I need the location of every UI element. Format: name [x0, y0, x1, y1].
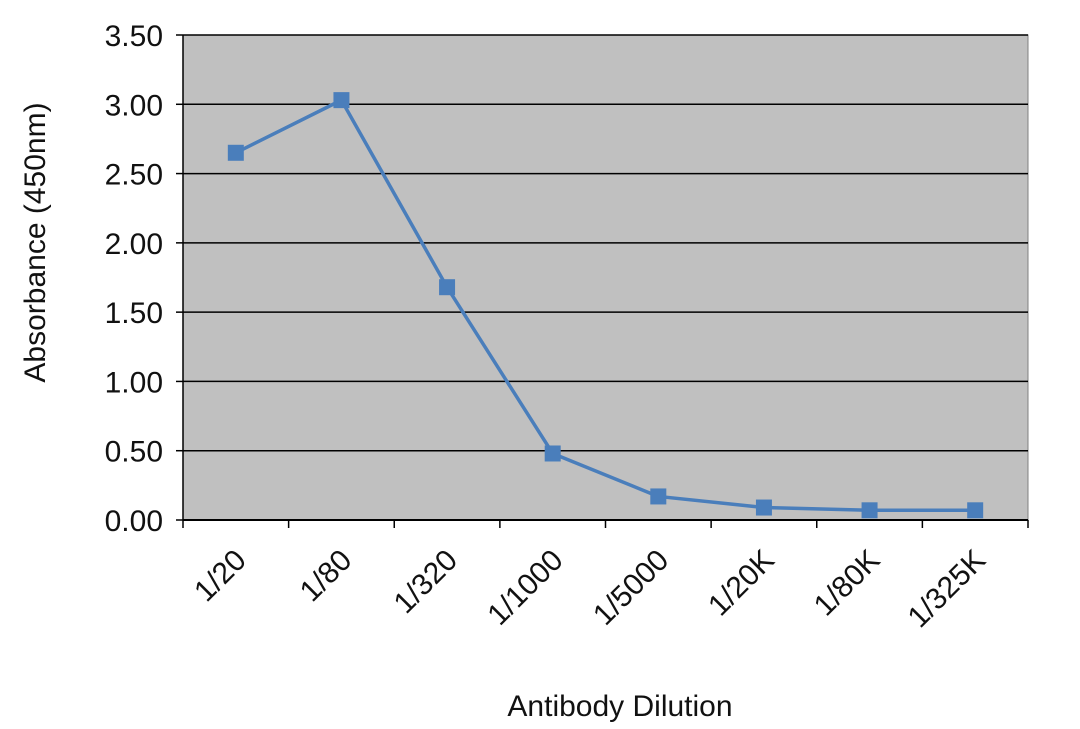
plot-area: [182, 34, 1029, 521]
y-axis-title: Absorbance (450nm): [19, 102, 52, 382]
y-tick-label: 2.50: [105, 159, 163, 192]
y-tick-label: 3.50: [105, 20, 163, 53]
y-tick-label: 0.50: [105, 436, 163, 469]
x-axis: 1/20 1/80 1/320 1/1000 1/5000 1/20K 1/80K 1/325…: [182, 519, 1029, 635]
series-layer: [227, 92, 984, 519]
x-tick-label: 1/80: [294, 544, 359, 609]
y-tick-label: 1.50: [105, 297, 163, 330]
x-tick-label: 1/80K: [808, 544, 887, 623]
x-tick-label: 1/325K: [902, 544, 993, 635]
x-tick-label: 1/5000: [587, 544, 675, 632]
x-tick-label: 1/20: [188, 544, 253, 609]
data-point-marker: [333, 92, 350, 109]
y-tick-label: 1.00: [105, 366, 163, 399]
y-axis: 0.00 0.50 1.00 1.50 2.00 2.50 3.00 3.50: [105, 20, 184, 538]
y-tick-label: 3.00: [105, 89, 163, 122]
series-line: [235, 98, 976, 513]
data-point-marker: [650, 488, 667, 505]
x-tick-label: 1/320: [388, 544, 464, 620]
x-tick-label: 1/20K: [702, 544, 781, 623]
data-point-marker: [439, 279, 456, 296]
gridlines: [183, 34, 1028, 452]
data-point-marker: [967, 502, 984, 519]
data-point-marker: [861, 502, 878, 519]
x-tick-label: 1/1000: [481, 544, 569, 632]
y-tick-label: 2.00: [105, 228, 163, 261]
y-tick-label: 0.00: [105, 505, 163, 538]
x-axis-title: Antibody Dilution: [507, 690, 732, 723]
data-point-marker: [227, 144, 244, 161]
data-point-marker: [755, 499, 772, 516]
data-point-marker: [544, 445, 561, 462]
